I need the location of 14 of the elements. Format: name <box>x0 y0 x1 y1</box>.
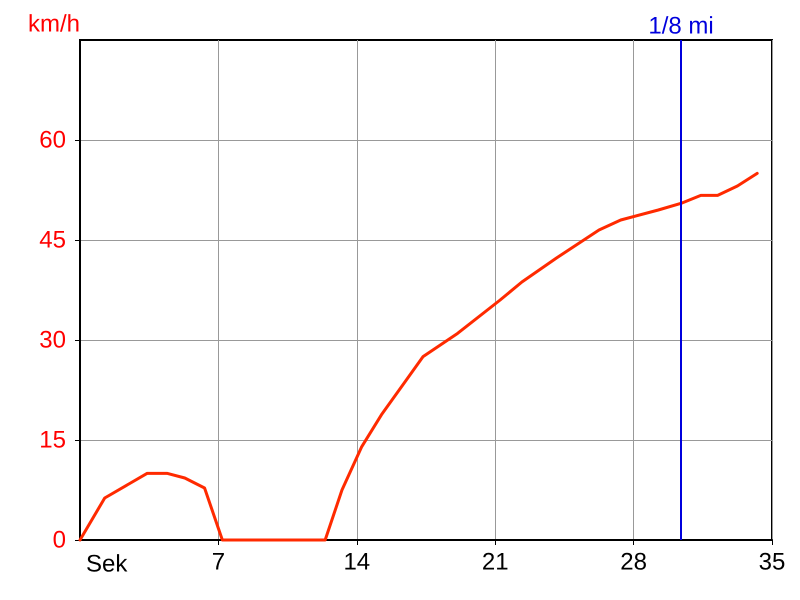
x-tick-label: 21 <box>482 548 509 576</box>
x-axis-title: Sek <box>86 550 128 578</box>
y-tick-label: 15 <box>39 426 66 454</box>
x-tick-label: 14 <box>343 548 370 576</box>
y-tick-label: 30 <box>39 326 66 354</box>
x-tick-label: 28 <box>620 548 647 576</box>
y-tick-label: 60 <box>39 126 66 154</box>
line-series <box>78 172 759 542</box>
y-axis-title: km/h <box>28 10 80 38</box>
y-tick-label: 45 <box>39 226 66 254</box>
x-tick-label: 7 <box>212 548 226 576</box>
y-tick-label: 0 <box>52 526 66 554</box>
x-tick-label: 35 <box>758 548 786 576</box>
ref-line-label: 1/8 mi <box>648 12 714 40</box>
